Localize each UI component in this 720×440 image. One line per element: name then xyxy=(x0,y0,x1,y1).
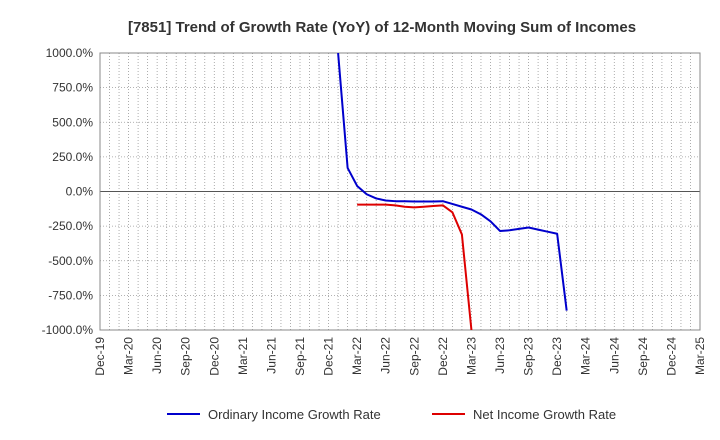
y-tick-label: -250.0% xyxy=(48,219,93,233)
x-tick-label: Mar-23 xyxy=(464,337,478,375)
legend-label: Net Income Growth Rate xyxy=(473,407,616,422)
x-tick-label: Jun-24 xyxy=(607,337,621,374)
x-tick-label: Sep-23 xyxy=(522,337,536,376)
x-tick-label: Sep-20 xyxy=(179,337,193,376)
y-tick-label: 750.0% xyxy=(52,81,93,95)
x-tick-label: Mar-25 xyxy=(693,337,707,375)
x-tick-label: Dec-19 xyxy=(93,337,107,376)
legend-label: Ordinary Income Growth Rate xyxy=(208,407,381,422)
y-tick-label: 1000.0% xyxy=(46,46,94,60)
x-tick-label: Mar-22 xyxy=(350,337,364,375)
x-tick-label: Jun-21 xyxy=(264,337,278,374)
x-tick-label: Mar-21 xyxy=(236,337,250,375)
x-tick-label: Dec-22 xyxy=(436,337,450,376)
x-tick-label: Mar-20 xyxy=(122,337,136,375)
y-tick-label: 0.0% xyxy=(66,185,94,199)
plot-frame xyxy=(99,52,701,331)
x-tick-label: Jun-23 xyxy=(493,337,507,374)
x-tick-label: Jun-20 xyxy=(150,337,164,374)
x-tick-label: Sep-22 xyxy=(407,337,421,376)
x-tick-label: Mar-24 xyxy=(579,337,593,375)
gridlines xyxy=(100,52,700,331)
y-tick-label: 250.0% xyxy=(52,150,93,164)
x-tick-label: Sep-21 xyxy=(293,337,307,376)
y-tick-label: 500.0% xyxy=(52,115,93,129)
x-tick-label: Dec-21 xyxy=(322,337,336,376)
series-line-ordinary-income xyxy=(337,53,568,311)
y-tick-label: -1000.0% xyxy=(42,323,94,337)
x-tick-label: Jun-22 xyxy=(379,337,393,374)
chart-title: [7851] Trend of Growth Rate (YoY) of 12-… xyxy=(128,19,636,36)
series-lines xyxy=(337,53,568,330)
x-tick-label: Dec-23 xyxy=(550,337,564,376)
y-tick-label: -750.0% xyxy=(48,288,93,302)
series-line-net-income xyxy=(357,203,473,330)
x-tick-label: Dec-24 xyxy=(664,337,678,376)
x-tick-label: Dec-20 xyxy=(207,337,221,376)
axes: 1000.0% 750.0% 500.0% 250.0% 0.0% -250.0% -500… xyxy=(42,46,707,376)
legend: Ordinary Income Growth Rate Net Income Gr… xyxy=(167,407,616,422)
y-tick-label: -500.0% xyxy=(48,254,93,268)
x-tick-label: Sep-24 xyxy=(636,337,650,376)
